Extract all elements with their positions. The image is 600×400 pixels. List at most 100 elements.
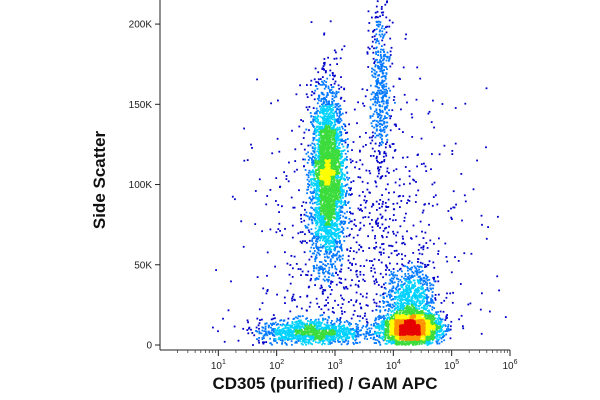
event-point xyxy=(261,326,264,329)
event-point xyxy=(250,328,252,331)
event-point xyxy=(424,289,427,291)
event-point xyxy=(332,254,335,256)
event-point xyxy=(314,227,317,230)
event-point xyxy=(369,260,371,262)
event-point xyxy=(314,328,316,330)
event-point xyxy=(384,3,387,6)
event-point xyxy=(385,117,388,119)
event-point xyxy=(340,202,342,205)
event-point xyxy=(378,87,380,89)
event-point xyxy=(450,216,453,219)
event-point xyxy=(315,267,318,269)
event-point xyxy=(352,304,355,307)
event-point xyxy=(396,285,399,288)
event-point xyxy=(418,295,421,298)
event-point xyxy=(337,139,340,142)
event-point xyxy=(315,129,318,132)
event-point xyxy=(337,121,339,124)
event-point xyxy=(319,314,322,317)
event-point xyxy=(378,119,381,122)
event-point xyxy=(333,333,336,336)
event-point xyxy=(413,292,416,294)
event-point xyxy=(426,286,429,289)
event-point xyxy=(351,149,353,151)
event-point xyxy=(310,152,313,155)
event-point xyxy=(462,325,464,328)
event-point xyxy=(395,307,397,310)
event-point xyxy=(324,259,326,262)
event-point xyxy=(384,309,386,312)
event-point xyxy=(312,252,315,255)
event-point xyxy=(378,329,381,331)
event-point xyxy=(441,318,444,321)
event-point xyxy=(349,220,352,223)
event-point xyxy=(352,180,355,182)
event-point xyxy=(306,215,309,218)
event-point xyxy=(372,134,375,137)
event-point xyxy=(401,258,404,260)
event-point xyxy=(421,341,424,344)
event-point xyxy=(334,134,337,137)
event-point xyxy=(375,309,378,312)
event-point xyxy=(330,130,333,133)
event-point xyxy=(332,112,335,115)
event-point xyxy=(287,337,290,339)
event-point xyxy=(372,338,375,341)
event-point xyxy=(385,265,388,268)
event-point xyxy=(388,172,390,174)
event-point xyxy=(412,306,415,308)
event-point xyxy=(341,171,344,174)
event-point xyxy=(307,341,310,344)
event-point xyxy=(313,143,316,146)
event-point xyxy=(404,302,406,304)
event-point xyxy=(400,284,402,287)
event-point xyxy=(331,325,334,328)
event-point xyxy=(325,86,327,88)
event-point xyxy=(373,62,376,64)
event-point xyxy=(307,151,309,154)
event-point xyxy=(359,221,362,224)
event-point xyxy=(336,319,339,321)
event-point xyxy=(317,167,320,169)
event-point xyxy=(339,104,342,107)
event-point xyxy=(334,173,337,176)
event-point xyxy=(445,315,448,318)
event-point xyxy=(326,123,328,126)
event-point xyxy=(407,262,410,264)
event-point xyxy=(403,93,406,96)
event-point xyxy=(279,331,282,333)
event-point xyxy=(384,76,387,79)
event-point xyxy=(398,312,401,315)
event-point xyxy=(316,212,319,215)
event-point xyxy=(359,204,362,206)
event-point xyxy=(334,299,336,302)
event-point xyxy=(297,315,300,318)
event-point xyxy=(411,116,414,119)
event-point xyxy=(322,127,324,130)
event-point xyxy=(371,260,373,262)
event-point xyxy=(410,113,413,116)
event-point xyxy=(302,120,304,123)
event-point xyxy=(446,330,448,332)
event-point xyxy=(371,229,374,232)
event-point xyxy=(320,221,323,224)
event-point xyxy=(318,269,321,271)
event-point xyxy=(427,304,430,307)
event-point xyxy=(371,91,374,94)
event-point xyxy=(330,280,333,283)
event-point xyxy=(373,47,375,50)
event-point xyxy=(328,253,331,255)
event-point xyxy=(375,185,378,188)
event-point xyxy=(267,326,270,329)
event-point xyxy=(333,114,335,117)
event-point xyxy=(316,216,319,219)
event-point xyxy=(398,288,400,291)
event-point xyxy=(447,326,449,328)
event-point xyxy=(415,294,418,297)
event-point xyxy=(334,132,336,134)
event-point xyxy=(310,324,312,326)
event-point xyxy=(440,337,443,340)
event-point xyxy=(432,196,435,198)
event-point xyxy=(377,316,380,318)
event-point xyxy=(391,303,394,306)
